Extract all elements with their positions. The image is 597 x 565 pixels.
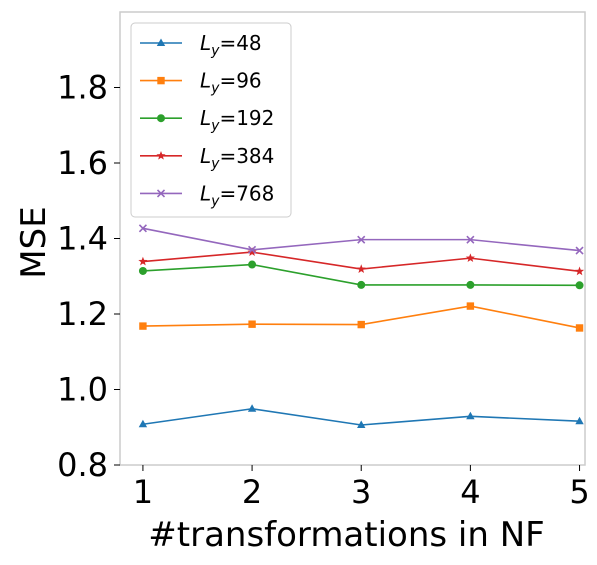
data-point xyxy=(248,320,256,328)
legend-marker xyxy=(156,38,166,46)
legend-marker xyxy=(156,189,166,198)
legend-label-base: L xyxy=(200,31,211,55)
legend-label-subscript: y xyxy=(210,118,220,134)
legend-label-subscript: y xyxy=(210,81,220,97)
data-point xyxy=(138,419,148,428)
y-tick-label: 1.4 xyxy=(57,220,108,258)
data-point xyxy=(575,324,584,332)
data-point xyxy=(575,246,584,255)
x-tick-label: 4 xyxy=(460,473,480,511)
x-tick-label: 3 xyxy=(351,473,371,511)
legend-entry: Ly=192 xyxy=(140,106,274,134)
series-layer xyxy=(138,224,585,428)
legend-label-subscript: y xyxy=(210,193,220,209)
data-point xyxy=(575,416,584,425)
data-point xyxy=(466,235,475,244)
y-tick-label: 1.2 xyxy=(57,295,108,333)
legend-label-value: =192 xyxy=(219,106,274,130)
legend-label: Ly=384 xyxy=(200,144,274,172)
legend-marker xyxy=(157,114,165,123)
legend-box xyxy=(130,22,292,218)
series-line-4 xyxy=(138,224,584,255)
data-point xyxy=(357,280,366,289)
x-axis-label: #transformations in NF xyxy=(148,515,544,555)
data-point xyxy=(247,404,257,412)
legend-entry: Ly=384 xyxy=(140,144,274,172)
y-axis-label: MSE xyxy=(14,206,54,278)
data-point xyxy=(575,281,584,290)
legend-label-base: L xyxy=(200,69,211,93)
data-point xyxy=(139,322,147,330)
legend-marker xyxy=(156,151,166,160)
data-point xyxy=(466,302,475,310)
legend-entry: Ly=48 xyxy=(140,31,262,59)
x-tick-label: 1 xyxy=(133,473,153,511)
legend-label-base: L xyxy=(200,106,211,130)
legend-label: Ly=48 xyxy=(200,31,262,59)
legend-label-subscript: y xyxy=(210,156,220,172)
legend-label: Ly=192 xyxy=(200,106,274,134)
series-line-3 xyxy=(138,247,585,276)
legend-entry: Ly=96 xyxy=(140,69,262,97)
data-point xyxy=(248,245,257,254)
legend-label-value: =96 xyxy=(219,69,261,93)
series-line-0 xyxy=(138,404,584,428)
legend-label-base: L xyxy=(200,144,211,168)
data-point xyxy=(357,235,366,244)
legend-label-base: L xyxy=(200,181,211,205)
data-point xyxy=(357,320,365,329)
data-point xyxy=(356,264,366,273)
legend-label: Ly=96 xyxy=(200,69,262,97)
data-point xyxy=(574,266,585,276)
data-point xyxy=(466,280,475,289)
data-point xyxy=(247,247,257,256)
data-point xyxy=(357,420,366,428)
series-line-1 xyxy=(139,302,584,332)
x-tick-label: 5 xyxy=(569,473,589,511)
data-point xyxy=(138,256,148,266)
legend-entry: Ly=768 xyxy=(140,181,274,209)
legend-label-subscript: y xyxy=(210,43,220,59)
legend-marker xyxy=(157,76,165,85)
data-point xyxy=(466,411,475,420)
y-tick-label: 1.0 xyxy=(57,371,108,409)
y-tick-label: 1.8 xyxy=(57,69,108,107)
y-tick-label: 0.8 xyxy=(57,446,108,484)
legend-label: Ly=768 xyxy=(200,181,274,209)
data-point xyxy=(138,224,147,233)
series-line-2 xyxy=(138,260,584,290)
legend-label-value: =384 xyxy=(219,144,274,168)
legend-label-value: =768 xyxy=(219,181,274,205)
data-point xyxy=(465,253,475,263)
legend-label-value: =48 xyxy=(219,31,261,55)
axes: 0.8 1.0 1.2 1.4 1.6 1.8 1 2 3 4 5 xyxy=(57,11,590,511)
y-tick-label: 1.6 xyxy=(57,144,108,182)
data-point xyxy=(248,260,257,269)
data-point xyxy=(138,266,147,275)
x-tick-label: 2 xyxy=(242,473,262,511)
